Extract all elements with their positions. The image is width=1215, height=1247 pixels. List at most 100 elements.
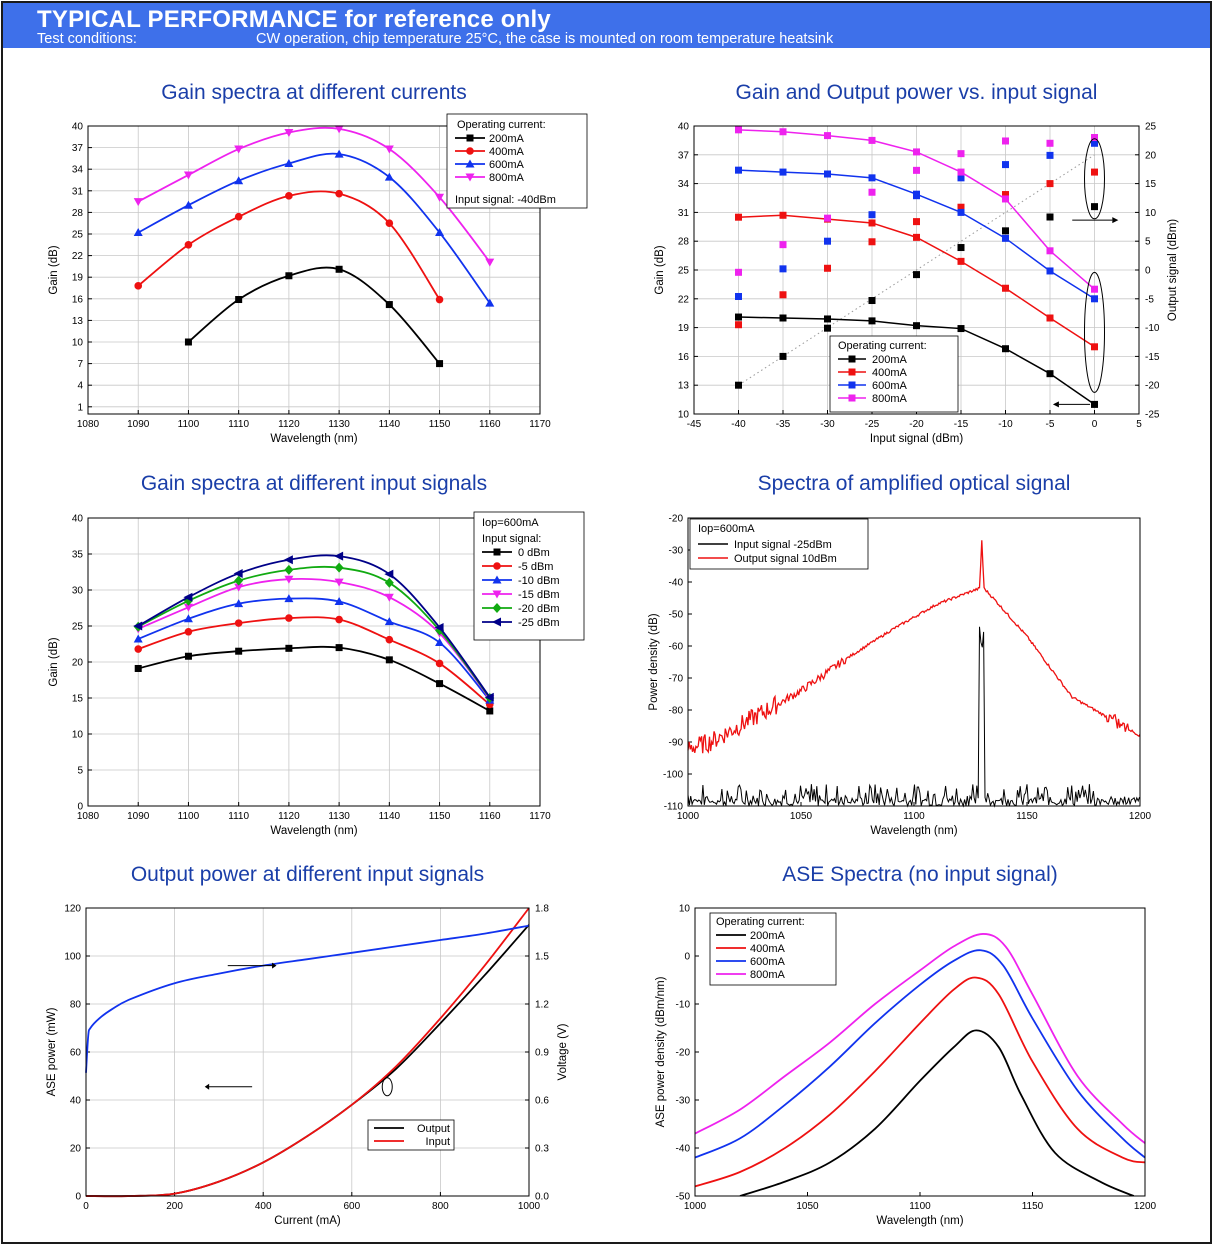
series-line-600mA bbox=[695, 949, 1145, 1159]
y-tick-label: 120 bbox=[64, 904, 81, 915]
y-tick-label: 10 bbox=[679, 904, 691, 915]
y-tick-label: 16 bbox=[678, 352, 690, 363]
legend-label: 800mA bbox=[489, 172, 525, 184]
y-tick-label: 10 bbox=[72, 730, 84, 741]
data-point bbox=[436, 680, 444, 688]
x-tick-label: 0 bbox=[83, 1201, 89, 1212]
x-axis-label: Wavelength (nm) bbox=[270, 433, 357, 445]
chart-title: Gain spectra at different currents bbox=[161, 81, 466, 104]
data-point bbox=[184, 652, 192, 660]
legend-label: 800mA bbox=[750, 969, 786, 981]
output-point bbox=[1002, 191, 1009, 199]
output-point bbox=[779, 352, 787, 360]
output-point bbox=[735, 268, 742, 276]
legend-label: -15 dBm bbox=[518, 589, 560, 601]
data-point bbox=[384, 172, 394, 181]
gain-point bbox=[868, 174, 876, 182]
y-tick-label: 13 bbox=[678, 381, 690, 392]
output-point bbox=[957, 174, 965, 182]
y-tick-label: -70 bbox=[669, 674, 684, 685]
y-tick-label: -100 bbox=[663, 770, 683, 781]
output-point bbox=[868, 238, 876, 246]
y-tick-label: 28 bbox=[72, 208, 84, 219]
data-point bbox=[234, 212, 243, 221]
y2-tick-label: -25 bbox=[1145, 410, 1160, 421]
plot-border bbox=[693, 125, 1140, 415]
legend-title: Operating current: bbox=[457, 119, 546, 131]
y-tick-label: -50 bbox=[676, 1192, 691, 1203]
gain-point bbox=[1002, 234, 1009, 242]
gain-point bbox=[1046, 267, 1054, 275]
y-tick-label: 25 bbox=[678, 266, 690, 277]
legend-label: 200mA bbox=[872, 354, 908, 366]
arrow-right-head bbox=[272, 962, 277, 969]
output-point bbox=[957, 244, 965, 252]
data-point bbox=[385, 219, 394, 227]
plot-border bbox=[687, 517, 1141, 807]
output-point bbox=[824, 324, 831, 332]
gain-group-ellipse bbox=[1084, 271, 1105, 393]
output-point bbox=[1046, 180, 1054, 188]
y-tick-label: 25 bbox=[72, 230, 84, 241]
y-tick-label: 19 bbox=[72, 273, 84, 284]
header-banner: TYPICAL PERFORMANCE for reference only T… bbox=[3, 3, 1210, 48]
y-tick-label: -10 bbox=[676, 1000, 691, 1011]
y-tick-label: 28 bbox=[678, 237, 690, 248]
y2-tick-label: 0.3 bbox=[535, 1144, 549, 1155]
gain-point bbox=[824, 315, 831, 323]
output-point bbox=[957, 203, 965, 211]
data-point bbox=[435, 659, 444, 668]
output-point bbox=[779, 265, 787, 273]
data-point bbox=[284, 128, 294, 137]
data-point bbox=[486, 707, 494, 715]
output-point bbox=[1002, 137, 1009, 145]
y-tick-label: 30 bbox=[72, 586, 84, 597]
y-tick-label: 10 bbox=[678, 410, 690, 421]
y-tick-label: 20 bbox=[72, 658, 84, 669]
arrow-right-head bbox=[1112, 217, 1119, 224]
output-point bbox=[1091, 139, 1098, 147]
gain-point bbox=[735, 213, 742, 221]
series-line-400mA bbox=[695, 976, 1145, 1188]
series-line-Input bbox=[85, 907, 530, 1198]
gain-point bbox=[1091, 343, 1098, 351]
legend-marker bbox=[492, 590, 502, 599]
data-point bbox=[233, 568, 243, 578]
chart-gain-vs-wavelength-current: Gain spectra at different currents 1080 10… bbox=[48, 81, 588, 445]
gain-point bbox=[779, 211, 787, 219]
output-point bbox=[1002, 161, 1009, 169]
gain-point bbox=[868, 219, 876, 227]
y2-tick-label: 1.5 bbox=[535, 952, 549, 963]
y-tick-label: 40 bbox=[70, 1096, 82, 1107]
y-tick-label: 40 bbox=[72, 514, 84, 525]
legend-label: 600mA bbox=[750, 956, 786, 968]
chart-title: Gain and Output power vs. input signal bbox=[736, 81, 1098, 104]
y-tick-label: 34 bbox=[72, 165, 84, 176]
legend-label: 400mA bbox=[872, 367, 908, 379]
y2-tick-label: 25 bbox=[1145, 122, 1157, 133]
x-tick-label: 1140 bbox=[379, 811, 401, 822]
legend-title: Operating current: bbox=[838, 340, 927, 352]
y-tick-label: -20 bbox=[676, 1048, 691, 1059]
x-axis-label: Input signal (dBm) bbox=[870, 433, 963, 445]
data-point bbox=[234, 575, 244, 586]
data-point bbox=[435, 228, 445, 237]
x-tick-label: 1170 bbox=[529, 811, 551, 822]
legend-label: 200mA bbox=[489, 133, 525, 145]
x-tick-label: -5 bbox=[1046, 419, 1055, 430]
gain-point bbox=[1002, 195, 1009, 203]
y-tick-label: 15 bbox=[72, 694, 84, 705]
x-tick-label: 1150 bbox=[1016, 811, 1038, 822]
legend-marker bbox=[492, 617, 501, 627]
data-point bbox=[384, 577, 394, 588]
y-tick-label: 35 bbox=[72, 550, 84, 561]
x-axis-label: Current (mA) bbox=[274, 1215, 341, 1227]
output-point bbox=[824, 264, 831, 272]
gain-point bbox=[913, 233, 920, 241]
legend-marker bbox=[465, 173, 475, 182]
gain-point bbox=[913, 322, 920, 330]
output-point bbox=[735, 321, 742, 329]
data-point bbox=[334, 125, 344, 134]
legend-marker bbox=[465, 159, 475, 168]
gain-point bbox=[913, 148, 920, 156]
